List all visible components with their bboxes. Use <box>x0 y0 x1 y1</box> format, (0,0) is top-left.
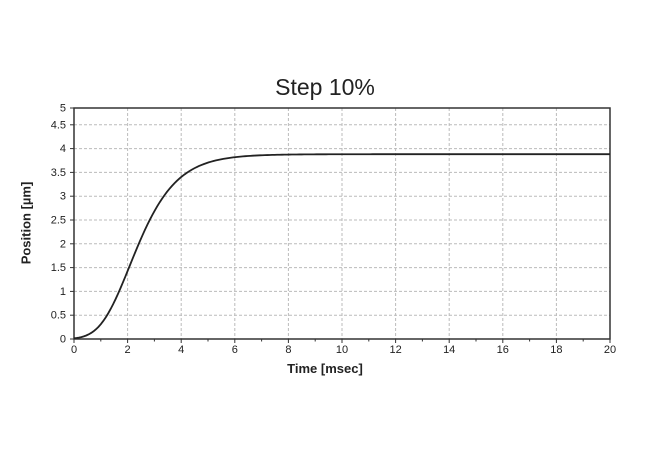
svg-text:0.5: 0.5 <box>51 310 66 322</box>
svg-text:20: 20 <box>604 344 616 356</box>
svg-text:12: 12 <box>389 344 401 356</box>
svg-text:3: 3 <box>60 191 66 203</box>
svg-text:2: 2 <box>125 344 131 356</box>
svg-text:1: 1 <box>60 286 66 298</box>
svg-text:0: 0 <box>71 344 77 356</box>
svg-text:18: 18 <box>550 344 562 356</box>
svg-text:0: 0 <box>60 334 66 346</box>
svg-text:4: 4 <box>178 344 184 356</box>
svg-text:14: 14 <box>443 344 455 356</box>
svg-text:2.5: 2.5 <box>51 215 66 227</box>
svg-text:16: 16 <box>497 344 509 356</box>
svg-text:2: 2 <box>60 238 66 250</box>
svg-text:4.5: 4.5 <box>51 119 66 131</box>
svg-text:5: 5 <box>60 103 66 115</box>
svg-text:1.5: 1.5 <box>51 262 66 274</box>
svg-text:10: 10 <box>336 344 348 356</box>
svg-text:6: 6 <box>232 344 238 356</box>
svg-text:3.5: 3.5 <box>51 167 66 179</box>
svg-text:8: 8 <box>285 344 291 356</box>
svg-text:4: 4 <box>60 143 66 155</box>
